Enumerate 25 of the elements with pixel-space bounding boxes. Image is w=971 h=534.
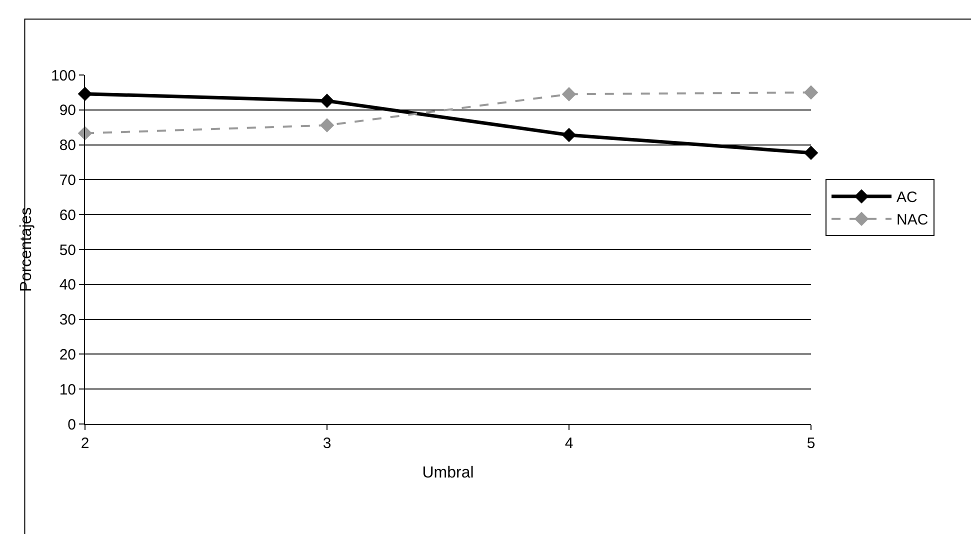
x-axis-title: Umbral [422, 464, 474, 482]
point [804, 146, 818, 160]
point [562, 128, 576, 142]
y-tick-label: 0 [68, 416, 76, 434]
x-tick-label: 2 [80, 435, 90, 452]
y-tick-label: 20 [59, 346, 76, 364]
y-tick-label: 100 [50, 67, 76, 84]
x-tick-label: 3 [322, 435, 332, 452]
point [562, 87, 576, 102]
y-tick-label: 80 [59, 137, 76, 154]
y-tick-label: 60 [59, 206, 76, 224]
legend-label: NAC [896, 212, 928, 229]
point [320, 118, 334, 132]
legend-label: AC [896, 189, 918, 206]
y-tick-label: 30 [59, 312, 76, 329]
x-tick-label: 4 [564, 435, 574, 452]
point [804, 85, 818, 100]
y-tick-label: 90 [59, 102, 76, 120]
y-tick-label: 40 [59, 276, 76, 294]
x-tick-label: 5 [806, 435, 816, 452]
y-axis-title: Porcentajes [18, 207, 35, 292]
point [320, 94, 334, 108]
y-tick-label: 10 [59, 381, 76, 398]
y-tick-label: 70 [59, 172, 76, 189]
y-tick-label: 50 [59, 242, 76, 259]
